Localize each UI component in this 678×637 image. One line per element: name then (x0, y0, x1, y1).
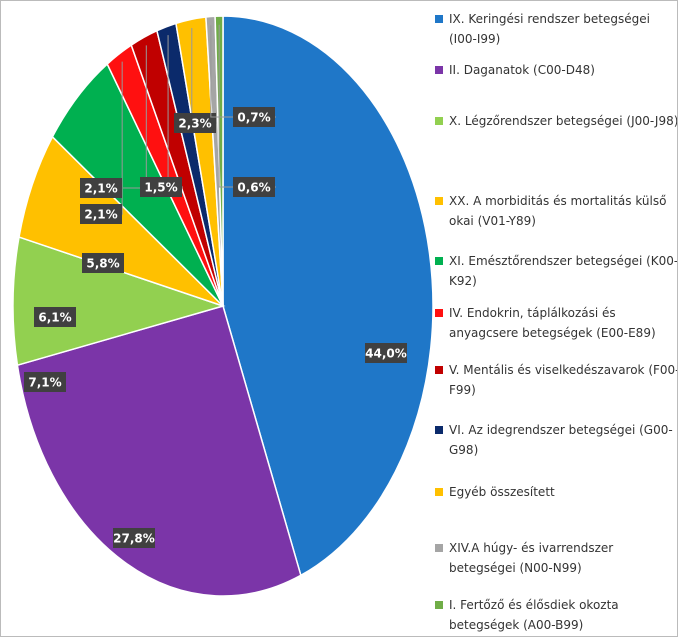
legend-entry: VI. Az idegrendszer betegségei (G00-G98) (435, 420, 677, 460)
legend-entry: Egyéb összesített (435, 482, 677, 502)
label-box (24, 372, 66, 392)
label-box (365, 343, 407, 363)
legend-entry: IV. Endokrin, táplálkozási és anyagcsere… (435, 303, 677, 343)
data-label: 5,8% (86, 257, 119, 271)
legend-swatch (435, 66, 443, 74)
label-box (82, 253, 124, 273)
label-box (233, 107, 275, 127)
data-label: 44,0% (365, 347, 407, 361)
legend-entry: II. Daganatok (C00-D48) (435, 60, 677, 80)
legend-entry: X. Légzőrendszer betegségei (J00-J98) (435, 111, 677, 131)
pie-slice (222, 15, 434, 577)
data-label: 2,1% (84, 182, 117, 196)
label-box (113, 528, 155, 548)
data-label: 0,6% (237, 181, 270, 195)
legend-swatch (435, 197, 443, 205)
legend-swatch (435, 257, 443, 265)
legend-entry: XI. Emésztőrendszer betegségei (K00-K92) (435, 251, 677, 291)
legend-entry: V. Mentális és viselkedészavarok (F00-F9… (435, 360, 677, 400)
legend-swatch (435, 309, 443, 317)
data-label: 2,1% (84, 208, 117, 222)
legend-swatch (435, 366, 443, 374)
pie-slice (12, 236, 226, 367)
label-box (233, 177, 275, 197)
data-label: 7,1% (28, 376, 61, 390)
label-box (80, 204, 122, 224)
data-label: 0,7% (237, 111, 270, 125)
data-label: 2,3% (178, 117, 211, 131)
label-box (34, 307, 76, 327)
legend-swatch (435, 488, 443, 496)
legend-entry: XIV.A húgy- és ivarrendszer betegségei (… (435, 538, 677, 578)
data-label: 1,5% (144, 181, 177, 195)
data-label: 6,1% (38, 311, 71, 325)
label-box (140, 177, 182, 197)
legend-entry: I. Fertőző és élősdiek okozta betegségek… (435, 595, 677, 635)
legend-swatch (435, 15, 443, 23)
legend-swatch (435, 426, 443, 434)
label-box (174, 113, 216, 133)
legend-swatch (435, 601, 443, 609)
legend-swatch (435, 117, 443, 125)
legend-entry: IX. Keringési rendszer betegségei (I00-I… (435, 9, 677, 49)
legend-entry: XX. A morbiditás és mortalitás külső oka… (435, 191, 677, 231)
data-label: 27,8% (113, 532, 155, 546)
pie-slice (16, 305, 302, 597)
legend-swatch (435, 544, 443, 552)
leader-line (121, 61, 123, 215)
label-box (80, 178, 122, 198)
